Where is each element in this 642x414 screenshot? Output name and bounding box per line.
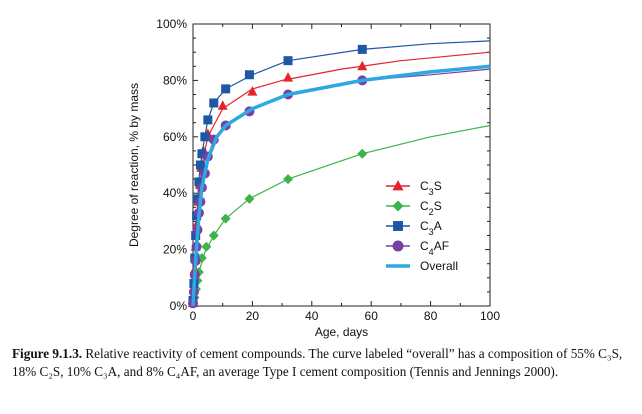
data-point-c3s bbox=[357, 60, 368, 71]
caption-label: Figure 9.1.3. bbox=[12, 346, 83, 361]
x-tick-label: 40 bbox=[305, 309, 319, 323]
data-point-c3a bbox=[200, 132, 210, 142]
legend-label-c4af: C4AF bbox=[420, 239, 449, 257]
series-line-c2s bbox=[192, 124, 491, 307]
data-point-c2s bbox=[220, 213, 231, 224]
legend-label-c2s: C2S bbox=[420, 199, 442, 217]
x-tick-label: 0 bbox=[190, 309, 197, 323]
y-tick-label: 20% bbox=[163, 243, 187, 257]
data-point-c2s bbox=[357, 148, 368, 159]
legend-label-c3a: C3A bbox=[420, 219, 442, 237]
y-tick-label: 40% bbox=[163, 186, 187, 200]
data-point-c3a bbox=[244, 70, 254, 80]
data-point-c3a bbox=[357, 44, 367, 54]
data-point-c3a bbox=[283, 56, 293, 66]
chart: 0 20 40 60 80 100 0% 20% 40% 60% 80% 100% Age, days D… bbox=[127, 17, 500, 339]
data-point-c3a bbox=[194, 177, 204, 187]
data-point-c3a bbox=[191, 231, 201, 240]
data-point-c3a bbox=[203, 115, 213, 125]
figure-caption: Figure 9.1.3. Relative reactivity of cem… bbox=[12, 345, 624, 381]
x-tick-label: 60 bbox=[365, 309, 379, 323]
legend-marker-c3s bbox=[392, 179, 404, 191]
y-tick-label: 100% bbox=[156, 17, 187, 31]
y-axis-label: Degree of reaction, % by mass bbox=[127, 83, 141, 247]
x-tick-label: 80 bbox=[424, 309, 438, 323]
data-point-c3a bbox=[197, 149, 207, 159]
data-point-c3a bbox=[195, 160, 205, 170]
data-point-c3a bbox=[221, 84, 231, 94]
y-tick-label: 80% bbox=[163, 73, 187, 87]
data-point-c2s bbox=[208, 230, 219, 241]
data-point-c3s bbox=[283, 72, 294, 82]
data-point-c3s bbox=[217, 100, 228, 110]
y-tick-label: 60% bbox=[163, 130, 187, 144]
x-tick-label: 100 bbox=[480, 309, 500, 323]
data-point-c2s bbox=[283, 174, 294, 185]
legend-marker-c4af bbox=[392, 240, 404, 252]
series-line-overall bbox=[191, 64, 491, 307]
y-tick-label: 0% bbox=[170, 299, 188, 313]
x-tick-label: 20 bbox=[246, 309, 260, 323]
legend-marker-c2s bbox=[392, 200, 404, 212]
x-axis-label: Age, days bbox=[315, 325, 368, 339]
legend-marker-c3a bbox=[393, 221, 403, 231]
data-point-c3s bbox=[247, 86, 258, 96]
data-point-c2s bbox=[201, 241, 212, 252]
data-point-c3a bbox=[209, 98, 219, 108]
data-point-c2s bbox=[244, 193, 255, 204]
legend-label-overall: Overall bbox=[420, 259, 458, 273]
caption-text: Relative reactivity of cement compounds.… bbox=[12, 346, 623, 379]
legend-label-c3s: C3S bbox=[420, 179, 442, 197]
